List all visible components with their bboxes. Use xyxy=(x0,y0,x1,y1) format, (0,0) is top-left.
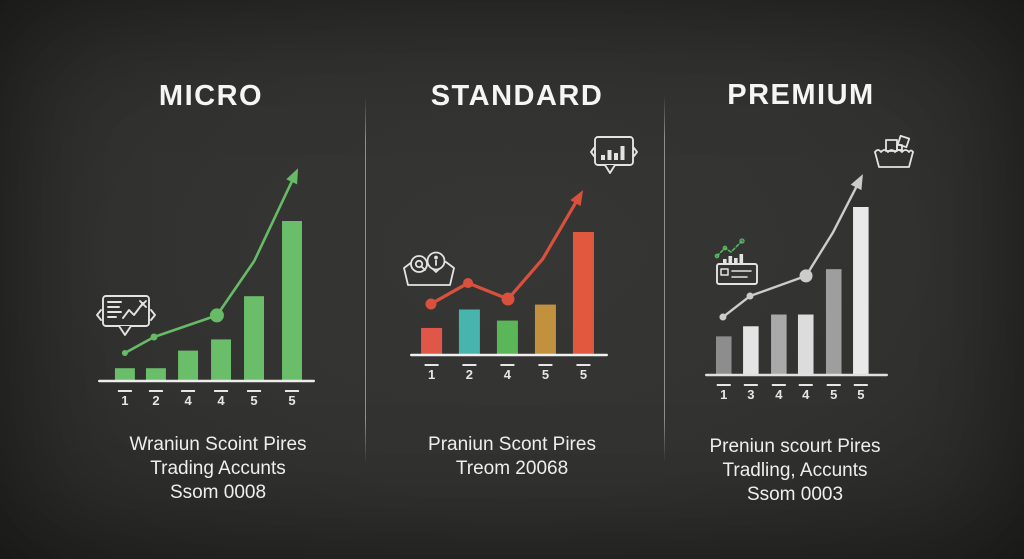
tick-mark xyxy=(462,364,477,366)
bar xyxy=(421,327,443,355)
chart-svg: 1 2 4 5 5 xyxy=(410,190,608,382)
bar xyxy=(797,314,814,375)
tick-mark xyxy=(716,384,731,386)
tick-label: 1 xyxy=(428,367,435,382)
tick-mark xyxy=(743,384,758,386)
chart-svg: 1 3 4 4 5 5 xyxy=(705,174,888,402)
x-axis xyxy=(98,379,315,383)
tick-mark xyxy=(117,390,132,392)
tick-mark xyxy=(247,390,262,392)
tick-mark xyxy=(826,384,841,386)
tick-mark xyxy=(181,390,196,392)
tick-mark xyxy=(424,364,439,366)
analytics-card-icon xyxy=(714,238,758,285)
tick-label: 1 xyxy=(121,393,128,408)
bar xyxy=(743,326,759,375)
tick-label: 5 xyxy=(857,387,864,402)
tick-label: 2 xyxy=(152,393,159,408)
bar xyxy=(771,314,787,375)
bar xyxy=(572,232,594,355)
caption-line: Ssom 0008 xyxy=(169,482,267,503)
tick-mark xyxy=(500,364,515,366)
tick-mark xyxy=(771,384,786,386)
tick-label: 5 xyxy=(542,367,549,382)
bar-chart-bubble-icon xyxy=(590,136,638,174)
bar xyxy=(853,207,869,375)
caption-line: Trading Accunts xyxy=(150,458,286,479)
trend-dot xyxy=(719,313,727,321)
trend-dot xyxy=(209,308,224,323)
premium-title: PREMIUM xyxy=(727,79,875,111)
tick-label: 2 xyxy=(466,367,473,382)
tick-mark xyxy=(214,390,229,392)
bar xyxy=(825,269,842,375)
chart-svg: 1 2 4 4 5 5 xyxy=(98,168,315,408)
tick-mark xyxy=(148,390,163,392)
caption-line: Tradling, Accunts xyxy=(722,460,868,481)
tick-mark xyxy=(576,364,591,366)
bar xyxy=(145,368,166,381)
trend-dot xyxy=(425,298,437,310)
bar xyxy=(496,320,518,355)
trend-arrowhead xyxy=(850,174,863,191)
chart-note-bubble-icon xyxy=(96,295,156,336)
x-axis xyxy=(705,373,888,377)
tick-mark xyxy=(284,390,299,392)
micro-title: MICRO xyxy=(158,80,264,112)
caption-line: Praniun Scont Pires xyxy=(428,434,596,455)
caption-line: Treom 20068 xyxy=(455,458,569,479)
x-axis xyxy=(410,353,608,357)
tick-label: 4 xyxy=(802,387,810,402)
panel-divider xyxy=(365,96,366,464)
bar xyxy=(458,309,480,355)
tick-mark xyxy=(853,384,868,386)
standard-caption: Praniun Scont Pires Treom 20068 xyxy=(388,433,636,481)
search-info-tray-icon xyxy=(403,251,455,286)
tick-label: 5 xyxy=(580,367,587,382)
tick-label: 4 xyxy=(217,393,225,408)
tick-mark xyxy=(798,384,813,386)
trend-arrowhead xyxy=(570,190,584,207)
caption-line: Wraniun Scoint Pires xyxy=(129,434,307,455)
panel-divider xyxy=(664,94,665,462)
tick-label: 5 xyxy=(288,393,295,408)
tick-label: 4 xyxy=(184,393,192,408)
tick-label: 4 xyxy=(504,367,512,382)
trend-dot xyxy=(746,292,754,300)
trend-dot xyxy=(799,269,813,283)
caption-line: Ssom 0003 xyxy=(746,484,844,505)
micro-caption: Wraniun Scoint Pires Trading Accunts Sso… xyxy=(88,433,348,505)
tick-label: 1 xyxy=(720,387,727,402)
micro-chart: 1 2 4 4 5 5 xyxy=(98,151,315,413)
shopping-basket-icon xyxy=(874,134,914,168)
bar xyxy=(211,339,232,381)
trend-dot xyxy=(121,350,128,356)
trend-dot xyxy=(463,278,474,289)
bar xyxy=(114,368,135,381)
tick-mark xyxy=(538,364,553,366)
trend-arrowhead xyxy=(286,168,299,185)
standard-title: STANDARD xyxy=(430,80,604,112)
tick-label: 3 xyxy=(747,387,754,402)
tick-label: 5 xyxy=(250,393,257,408)
bar xyxy=(244,296,265,381)
caption-line: Preniun scourt Pires xyxy=(709,436,881,457)
trend-dot xyxy=(501,292,515,306)
premium-caption: Preniun scourt Pires Tradling, Accunts S… xyxy=(675,435,915,507)
bar xyxy=(282,221,302,381)
trend-dot xyxy=(150,333,158,341)
tick-label: 5 xyxy=(830,387,837,402)
standard-chart: 1 2 4 5 5 xyxy=(410,125,608,387)
bar xyxy=(178,350,199,381)
tick-label: 4 xyxy=(775,387,783,402)
bar xyxy=(715,336,732,375)
bar xyxy=(534,304,556,355)
premium-chart: 1 3 4 4 5 5 xyxy=(705,145,888,407)
